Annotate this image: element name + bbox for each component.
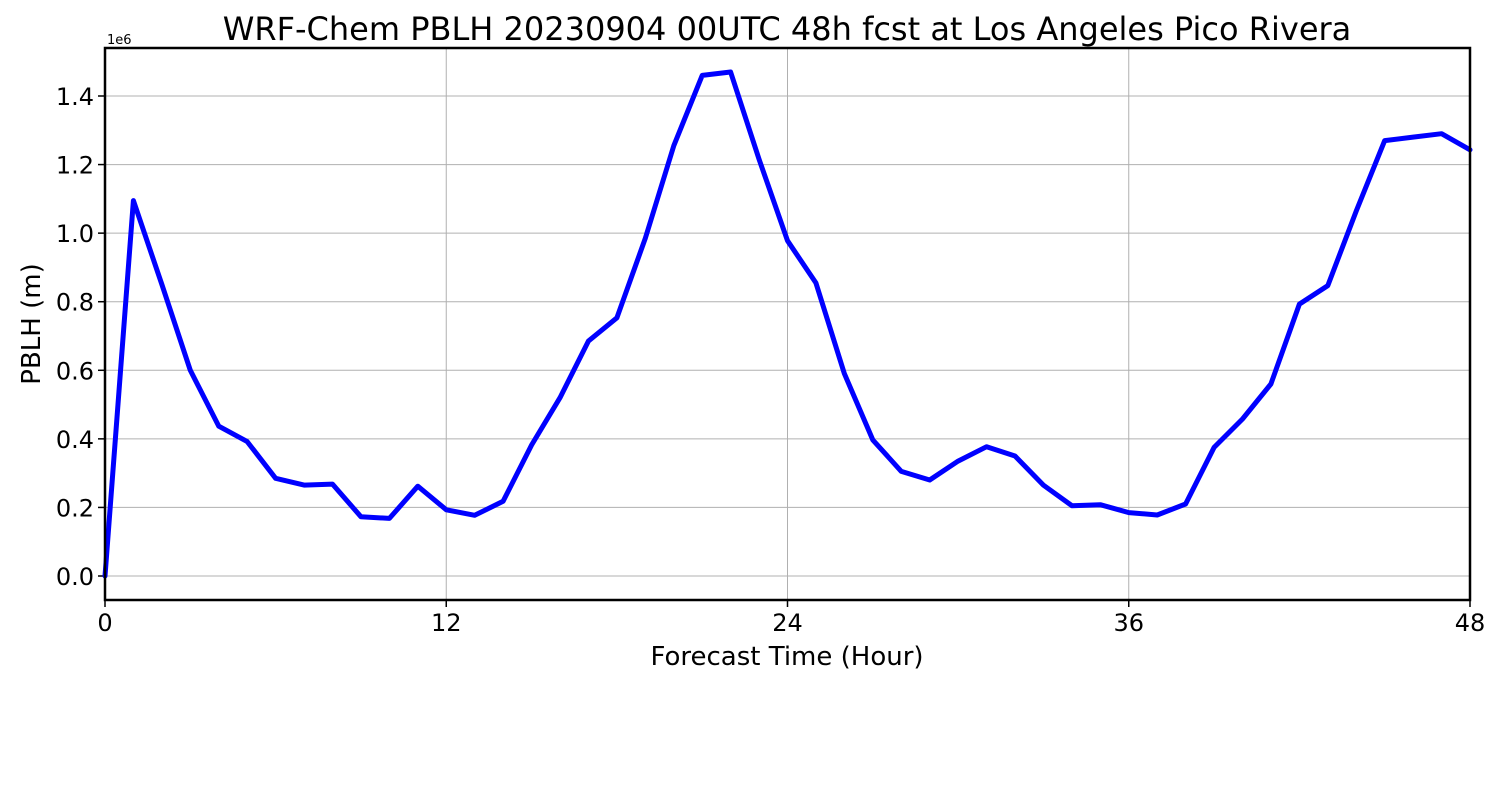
- x-tick-label: 0: [97, 609, 112, 637]
- x-tick-label: 24: [772, 609, 803, 637]
- x-axis-label: Forecast Time (Hour): [650, 642, 923, 672]
- grid-lines: [104, 48, 1471, 600]
- y-tick-label: 1.4: [56, 83, 94, 111]
- pblh-series-line: [102, 69, 1473, 579]
- y-tick-label: 0.0: [56, 563, 94, 591]
- y-tick-label: 0.4: [56, 426, 94, 454]
- x-tick-label: 36: [1113, 609, 1144, 637]
- y-axis-label: PBLH (m): [17, 263, 47, 384]
- x-tick-label: 48: [1455, 609, 1486, 637]
- y-tick-label: 1.0: [56, 220, 94, 248]
- y-tick-label: 1.2: [56, 152, 94, 180]
- y-tick-label: 0.8: [56, 289, 94, 317]
- x-tick-label: 12: [431, 609, 462, 637]
- plot-frame: [103, 46, 1472, 602]
- y-tick-label: 0.6: [56, 357, 94, 385]
- y-tick-label: 0.2: [56, 494, 94, 522]
- x-axis-ticks: 0 12 24 36 48: [97, 600, 1485, 637]
- y-offset-label: 1e6: [107, 33, 132, 48]
- chart-title: WRF-Chem PBLH 20230904 00UTC 48h fcst at…: [223, 10, 1352, 48]
- y-axis-ticks: 0.0 0.2 0.4 0.6 0.8 1.0 1.2 1.4: [56, 83, 105, 591]
